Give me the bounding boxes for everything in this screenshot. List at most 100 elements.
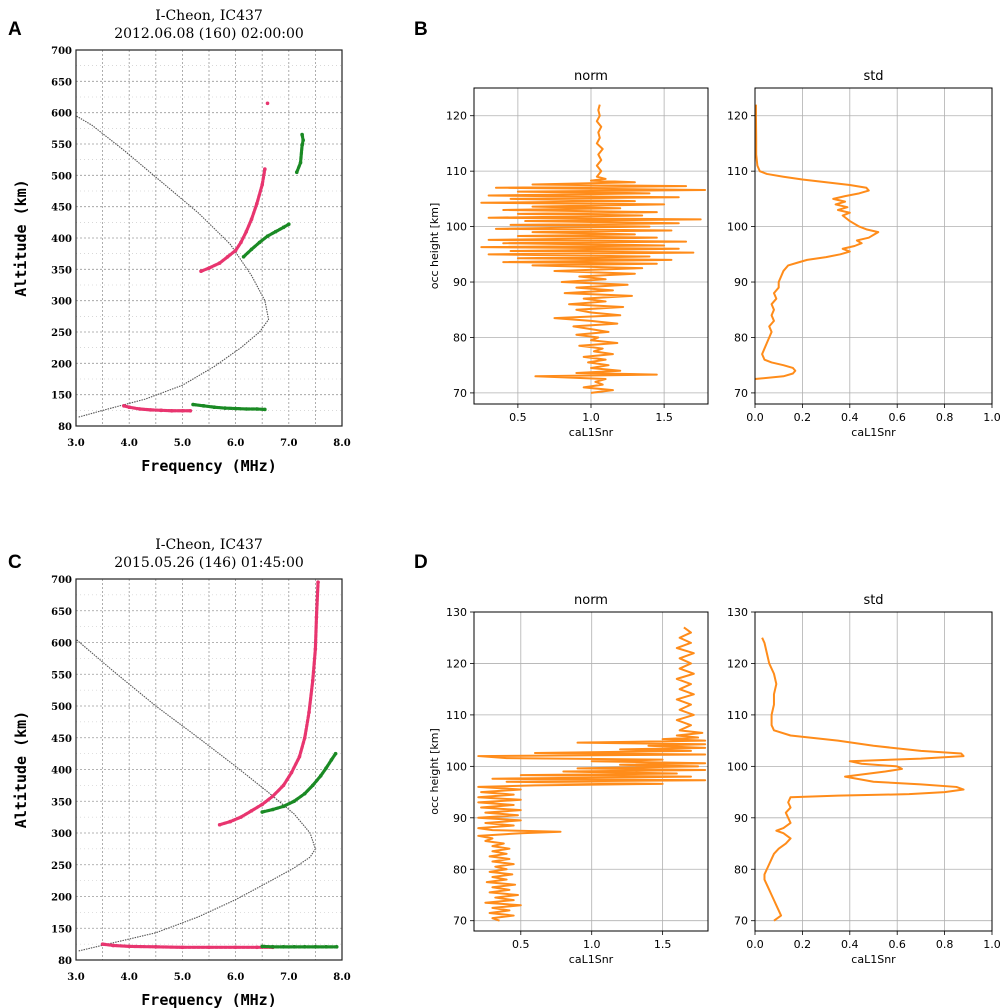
o-trace-upper-point xyxy=(271,794,275,798)
y-tick-label: 250 xyxy=(51,861,72,872)
x-tick-label: 6.0 xyxy=(227,438,244,449)
plot-frame xyxy=(473,611,709,932)
x-tick-label: 0.4 xyxy=(841,411,859,424)
x-tick-label: 0.0 xyxy=(746,411,764,424)
y-tick-label: 650 xyxy=(51,77,72,88)
x-tick-label: 4.0 xyxy=(120,972,137,983)
y-tick-label: 80 xyxy=(58,422,72,433)
x-tick-label: 1.0 xyxy=(583,938,601,951)
o-trace-upper-point xyxy=(239,240,243,245)
x-tick-label: 8.0 xyxy=(333,972,350,983)
y-tick-label: 650 xyxy=(51,607,72,618)
y-tick-label: 200 xyxy=(51,359,72,370)
y-tick-label: 80 xyxy=(453,331,467,344)
y-tick-label: 700 xyxy=(51,46,72,57)
o-trace-lower-point xyxy=(127,405,131,410)
x-tick-label: 1.0 xyxy=(983,411,1001,424)
y-tick-label: 90 xyxy=(734,276,748,289)
y-tick-label: 90 xyxy=(453,276,467,289)
panel-label-C: C xyxy=(8,552,22,573)
o-trace-lower-point xyxy=(100,942,105,946)
o-trace-upper-point xyxy=(314,615,319,619)
panel-label-B: B xyxy=(414,19,428,40)
y-tick-label: 150 xyxy=(51,924,72,935)
o-trace-upper-point xyxy=(249,808,254,813)
x-tick-label: 1.5 xyxy=(655,411,673,424)
figure-layer: A B C D 3.0 4.0 5.0 6.0 7.0 8.0 80 150 200 250 300 350 4… xyxy=(8,8,1001,1008)
y-tick-label: 120 xyxy=(727,110,748,123)
y-tick-label: 80 xyxy=(734,331,748,344)
x-tick-label: 1.0 xyxy=(582,411,600,424)
x-tick-label: 5.0 xyxy=(174,438,191,449)
x-tick-label: 8.0 xyxy=(333,438,350,449)
y-tick-label: 500 xyxy=(51,171,72,182)
plot-frame xyxy=(754,87,993,405)
o-trace-lower-point xyxy=(127,944,131,949)
y-tick-label: 350 xyxy=(51,265,72,276)
x-trace-lower-point xyxy=(260,944,265,949)
x-trace-lower-point xyxy=(271,945,275,949)
y-tick-label: 250 xyxy=(51,328,72,339)
o-trace-upper-point xyxy=(260,802,265,807)
plot-frame xyxy=(473,87,709,405)
o-trace-lower-point xyxy=(154,945,158,949)
o-trace-upper-trace xyxy=(218,580,320,827)
x-tick-label: 0.8 xyxy=(936,938,954,951)
y-tick-label: 70 xyxy=(453,387,467,400)
o-trace-lower-point xyxy=(169,408,174,413)
o-trace-upper-point xyxy=(217,261,222,265)
chart-title-datetime: 2015.05.26 (146) 01:45:00 xyxy=(114,555,304,571)
x-tick-label: 0.0 xyxy=(746,938,764,951)
profile-panel-B-norm: 0.5 1.0 1.5 70 80 90 100 110 120 norm caL1Snr occ h… xyxy=(428,69,709,439)
o-trace-lower-point xyxy=(233,945,238,950)
y-tick-label: 500 xyxy=(51,702,72,713)
y-tick-label: 80 xyxy=(453,863,467,876)
x-axis-label: caL1Snr xyxy=(569,953,614,966)
y-tick-label: 350 xyxy=(51,797,72,808)
o-trace-upper-point xyxy=(249,217,254,221)
y-tick-label: 100 xyxy=(727,760,748,773)
x-trace-upper-point xyxy=(260,810,265,814)
x-trace-upper-point xyxy=(257,240,262,245)
norm-profile-line xyxy=(477,626,707,922)
y-tick-label: 70 xyxy=(734,915,748,928)
x-trace-upper-point xyxy=(281,225,286,230)
x-trace-upper-point xyxy=(318,774,323,778)
o-trace-isolated-point xyxy=(265,101,270,106)
y-tick-label: 700 xyxy=(51,575,72,586)
x-axis-label: caL1Snr xyxy=(851,953,896,966)
o-trace-lower-point xyxy=(138,407,142,411)
x-trace-upper-point xyxy=(329,758,334,762)
x-trace-upper-point xyxy=(287,222,291,227)
o-trace-upper-point xyxy=(289,770,294,775)
plot-frame xyxy=(75,578,343,961)
panel-label-A: A xyxy=(8,19,22,40)
ionogram-C: 3.0 4.0 5.0 6.0 7.0 8.0 80 150 200 250 300 350 400 45… xyxy=(12,537,351,1008)
x-trace-upper-point xyxy=(333,751,338,756)
x-trace-lower-point xyxy=(233,406,238,411)
y-tick-label: 70 xyxy=(734,387,748,400)
y-tick-label: 110 xyxy=(727,709,748,722)
x-trace-upper-trace xyxy=(260,752,338,814)
x-trace-lower-point xyxy=(324,945,328,949)
o-trace-upper-point xyxy=(316,580,320,584)
y-tick-label: 400 xyxy=(51,766,72,777)
x-trace-lower-point xyxy=(302,945,307,949)
x-tick-label: 4.0 xyxy=(120,438,137,449)
profile-panel-B-std: 0.0 0.2 0.4 0.6 0.8 1.0 70 80 90 100 110 120 std caL1… xyxy=(727,69,1001,439)
profile-panel-D-norm: 0.5 1.0 1.5 70 80 90 100 110 120 130 norm caL1Snr oc… xyxy=(428,593,709,966)
o-trace-lower-point xyxy=(159,408,163,413)
x-trace-isolated-point xyxy=(300,143,304,148)
std-profile-line xyxy=(761,637,965,922)
o-trace-upper-point xyxy=(233,248,238,253)
o-trace-lower-trace xyxy=(122,404,192,413)
y-axis-label: Altitude (km) xyxy=(12,179,30,296)
y-tick-label: 200 xyxy=(51,893,72,904)
y-tick-label: 130 xyxy=(727,606,748,619)
y-axis-label: occ height [km] xyxy=(428,203,441,290)
o-trace-upper-point xyxy=(297,755,302,759)
norm-profile-line xyxy=(480,104,707,394)
o-trace-upper-point xyxy=(302,735,307,740)
x-trace-lower-point xyxy=(313,945,318,949)
o-trace-upper-point xyxy=(307,710,311,715)
